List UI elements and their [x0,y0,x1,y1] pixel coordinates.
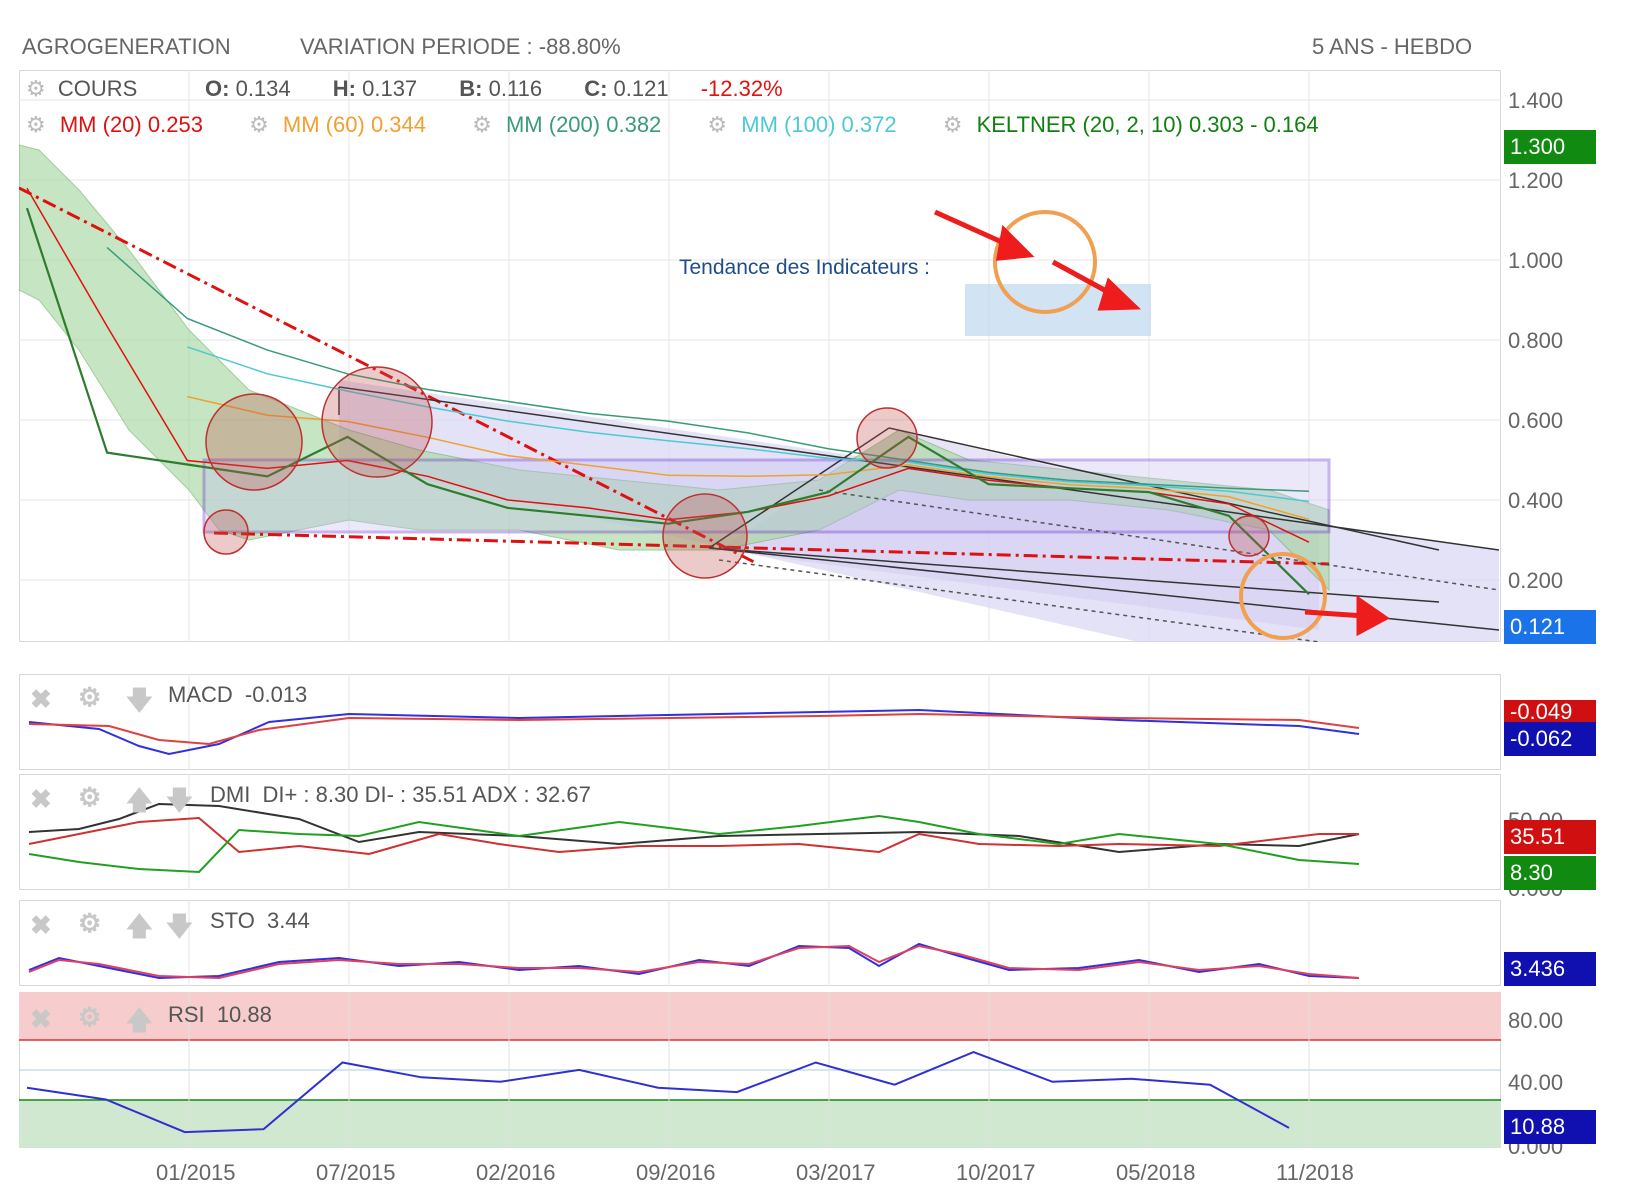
x-tick: 10/2017 [956,1160,1036,1185]
change-value: -12.32% [700,76,783,101]
range-box [202,458,1331,534]
gear-icon[interactable]: ⚙ [942,112,963,137]
x-tick: 09/2016 [636,1160,716,1185]
indicator-mm100[interactable]: MM (100) 0.372 [741,112,897,137]
close-icon[interactable]: ✖ [30,910,52,940]
rsi-chart [19,992,1501,1148]
highlight-circle [205,393,303,491]
arrow-up-icon[interactable]: 🡅 [126,785,153,815]
sto-badge: 3.436 [1504,952,1596,986]
highlight-circle [203,509,249,555]
x-tick: 07/2015 [316,1160,396,1185]
high-badge: 1.300 [1504,130,1596,164]
indicator-row: ⚙ MM (20) 0.253 ⚙ MM (60) 0.344 ⚙ MM (20… [26,112,1319,138]
dmi-values: DI+ : 8.30 DI- : 35.51 ADX : 32.67 [262,782,591,807]
support-line [213,531,1330,566]
price-tick: 1.400 [1508,88,1564,113]
macd-value: -0.013 [244,682,308,707]
price-tick: 0.800 [1508,328,1564,353]
sto-label: STO [210,908,255,933]
gear-icon[interactable]: ⚙ [472,112,492,137]
macd-label: MACD [168,682,233,707]
cours-row: ⚙ COURS [26,76,137,102]
gear-icon[interactable]: ⚙ [78,682,102,712]
x-tick: 03/2017 [796,1160,876,1185]
price-tick: 1.200 [1508,168,1564,193]
arrow-down-icon[interactable]: 🡇 [126,685,153,715]
mm100-line [187,346,1310,503]
indicator-mm200[interactable]: MM (200) 0.382 [505,112,662,137]
last-price-badge: 0.121 [1504,610,1596,644]
di-plus-badge: 8.30 [1504,856,1596,890]
annotation-text: Tendance des Indicateurs : [679,256,930,279]
close-icon[interactable]: ✖ [30,784,52,814]
indicator-keltner[interactable]: KELTNER (20, 2, 10) 0.303 - 0.164 [976,112,1319,137]
variation-text: VARIATION PERIODE : -88.80% [300,34,621,59]
di-minus-badge: 35.51 [1504,820,1596,854]
gear-icon[interactable]: ⚙ [26,76,46,101]
x-tick: 01/2015 [156,1160,236,1185]
gear-icon[interactable]: ⚙ [78,908,102,938]
gear-icon[interactable]: ⚙ [78,782,102,812]
sto-chart [28,900,1360,986]
rsi-tick: 80.00 [1508,1008,1564,1033]
gear-icon[interactable]: ⚙ [78,1002,102,1032]
x-tick: 11/2018 [1276,1160,1354,1185]
rsi-line [26,1051,1290,1134]
arrow-up-icon[interactable]: 🡅 [126,911,153,941]
price-tick: 0.600 [1508,408,1564,433]
macd-panel [19,674,1501,770]
mm60-line [187,395,1310,521]
gear-icon[interactable]: ⚙ [26,112,46,137]
macd-chart [28,674,1360,770]
close-icon[interactable]: ✖ [30,1004,52,1034]
sto-panel [19,900,1501,986]
price-tick: 1.000 [1508,248,1564,273]
price-tick: 0.200 [1508,568,1564,593]
dmi-label: DMI [210,782,251,807]
macd-badge: -0.062 [1504,722,1596,756]
sto-value: 3.44 [266,908,310,933]
close-icon[interactable]: ✖ [30,684,52,714]
quote-values: O: 0.134 H: 0.137 B: 0.116 C: 0.121 -12.… [205,76,783,101]
price-line [25,207,1310,596]
mm200-line [106,246,1310,493]
x-tick: 05/2018 [1116,1160,1196,1185]
arrow-down-icon[interactable]: 🡇 [166,785,193,815]
indicator-mm20[interactable]: MM (20) 0.253 [59,112,203,137]
highlight-circle [321,366,433,478]
downtrend-line [19,186,755,564]
arrow-up-icon[interactable]: 🡅 [126,1005,153,1035]
rsi-tick: 40.00 [1508,1070,1564,1095]
gear-icon[interactable]: ⚙ [707,112,728,137]
period-text: 5 ANS - HEBDO [1312,34,1473,59]
orange-circle [1239,552,1327,640]
price-chart: Tendance des Indicateurs : [19,70,1501,642]
gear-icon[interactable]: ⚙ [249,112,269,137]
highlight-circle [662,493,748,579]
highlight-circle [1228,515,1270,557]
rsi-label: RSI [168,1002,205,1027]
x-tick: 02/2016 [476,1160,556,1185]
rsi-badge: 10.88 [1504,1110,1596,1144]
orange-circle [993,210,1097,314]
macd-signal-badge: -0.049 [1504,700,1596,724]
highlight-circle [856,407,918,469]
dmi-chart [28,774,1360,890]
indicator-mm60[interactable]: MM (60) 0.344 [282,112,426,137]
arrow-down-icon[interactable]: 🡇 [166,911,193,941]
cours-label: COURS [57,76,138,101]
rsi-value: 10.88 [216,1002,272,1027]
symbol-title: AGROGENERATION [22,34,231,59]
price-tick: 0.400 [1508,488,1564,513]
